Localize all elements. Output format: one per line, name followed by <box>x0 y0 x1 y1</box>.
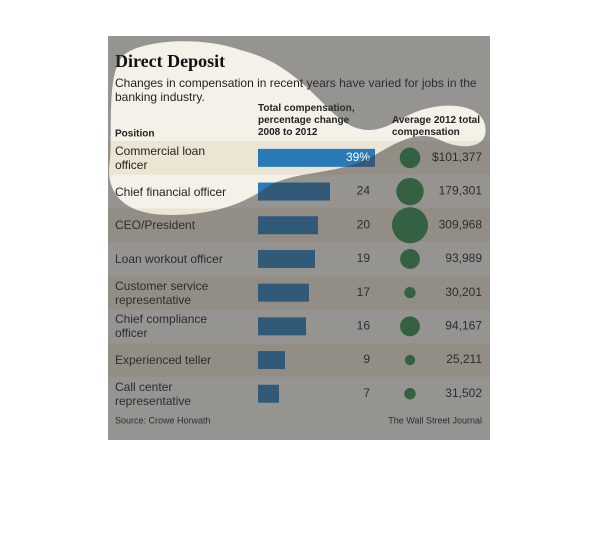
category-label: Chief financial officer <box>115 184 227 199</box>
category-box: Chief financial officer <box>115 184 227 199</box>
category-header: Position <box>115 129 154 140</box>
dim-overlay <box>108 36 490 440</box>
chart-title: Direct Deposit <box>115 51 225 71</box>
series-header-box: Total compensation, percentage change 20… <box>258 103 355 138</box>
category-label: Commercial loan officer <box>115 143 206 172</box>
category-box: Commercial loan officer <box>115 143 206 172</box>
series-header-box: Average 2012 total compensation <box>392 115 481 138</box>
series-header: Average 2012 total compensation <box>392 115 481 138</box>
bar <box>258 148 375 167</box>
series-header: Total compensation, percentage change 20… <box>258 103 355 138</box>
